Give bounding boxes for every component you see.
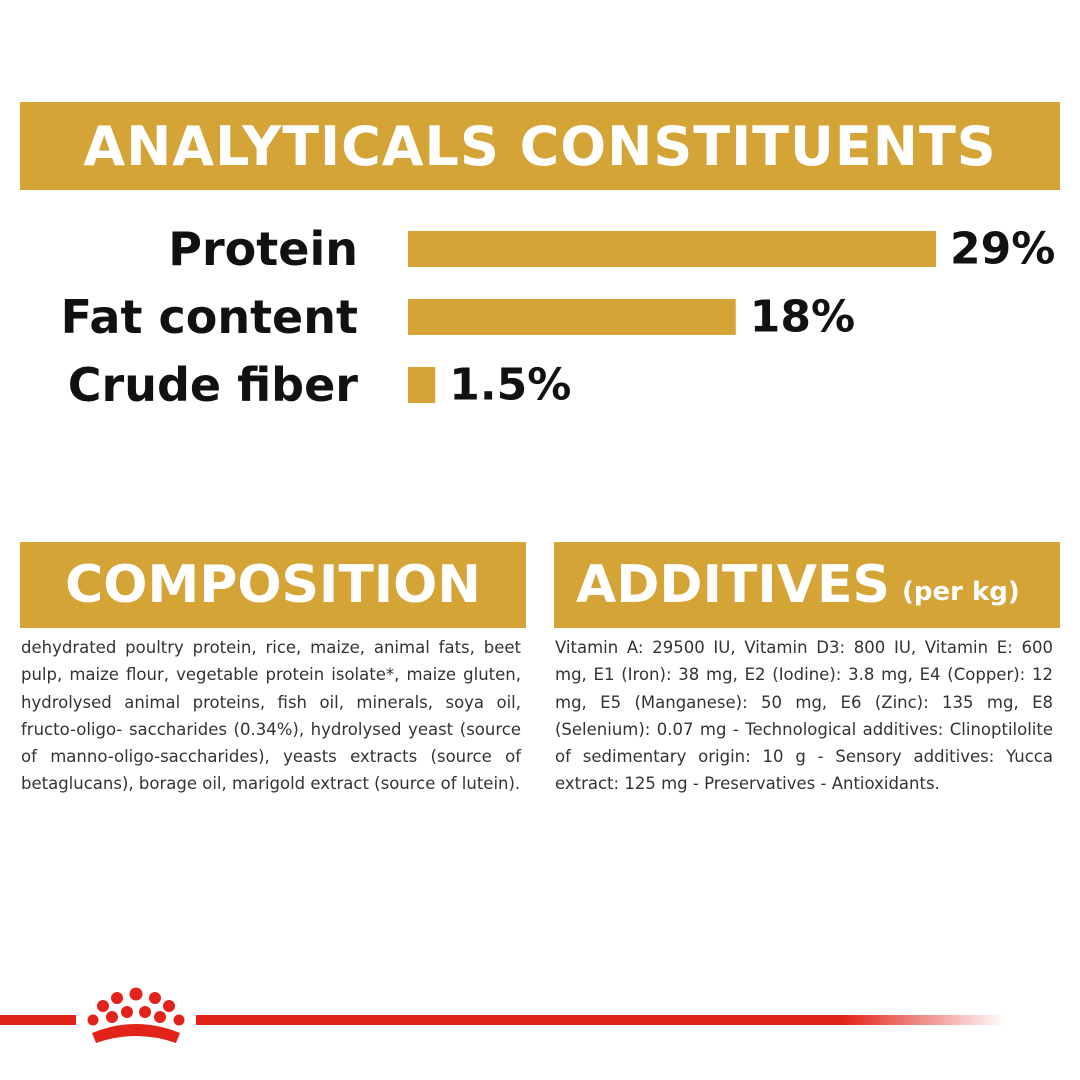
- bar-protein: [408, 231, 936, 267]
- bar-fat-content: [408, 299, 736, 335]
- composition-text: dehydrated poultry protein, rice, maize,…: [21, 638, 521, 794]
- additives-heading: ADDITIVES (per kg): [554, 542, 1060, 628]
- bar-label-crude-fiber: Crude fiber: [68, 358, 359, 412]
- additives-text: Vitamin A: 29500 IU, Vitamin D3: 800 IU,…: [555, 638, 1053, 794]
- bar-label-fat-content: Fat content: [61, 290, 358, 344]
- composition-heading-text: COMPOSITION: [65, 555, 481, 615]
- additives-unit-text: (per kg): [901, 577, 1020, 607]
- bar-label-protein: Protein: [168, 222, 358, 276]
- additives-heading-text: ADDITIVES: [576, 555, 890, 615]
- composition-heading: COMPOSITION: [20, 542, 526, 628]
- analytical-heading-text: ANALYTICALS CONSTITUENTS: [83, 114, 997, 178]
- crown-icon: [87, 987, 185, 1043]
- analytical-bar-chart: Protein 29% Fat content 18% Crude fiber 1.5%: [61, 222, 1056, 412]
- bar-value-crude-fiber: 1.5%: [449, 360, 571, 411]
- footer-line-left: [0, 1015, 76, 1025]
- bar-crude-fiber: [408, 367, 436, 403]
- brand-footer: [0, 987, 1006, 1043]
- footer-line-right: [196, 1015, 1006, 1025]
- bar-value-fat-content: 18%: [750, 292, 855, 343]
- analytical-constituents-heading: ANALYTICALS CONSTITUENTS: [20, 102, 1060, 190]
- bar-value-protein: 29%: [950, 224, 1055, 275]
